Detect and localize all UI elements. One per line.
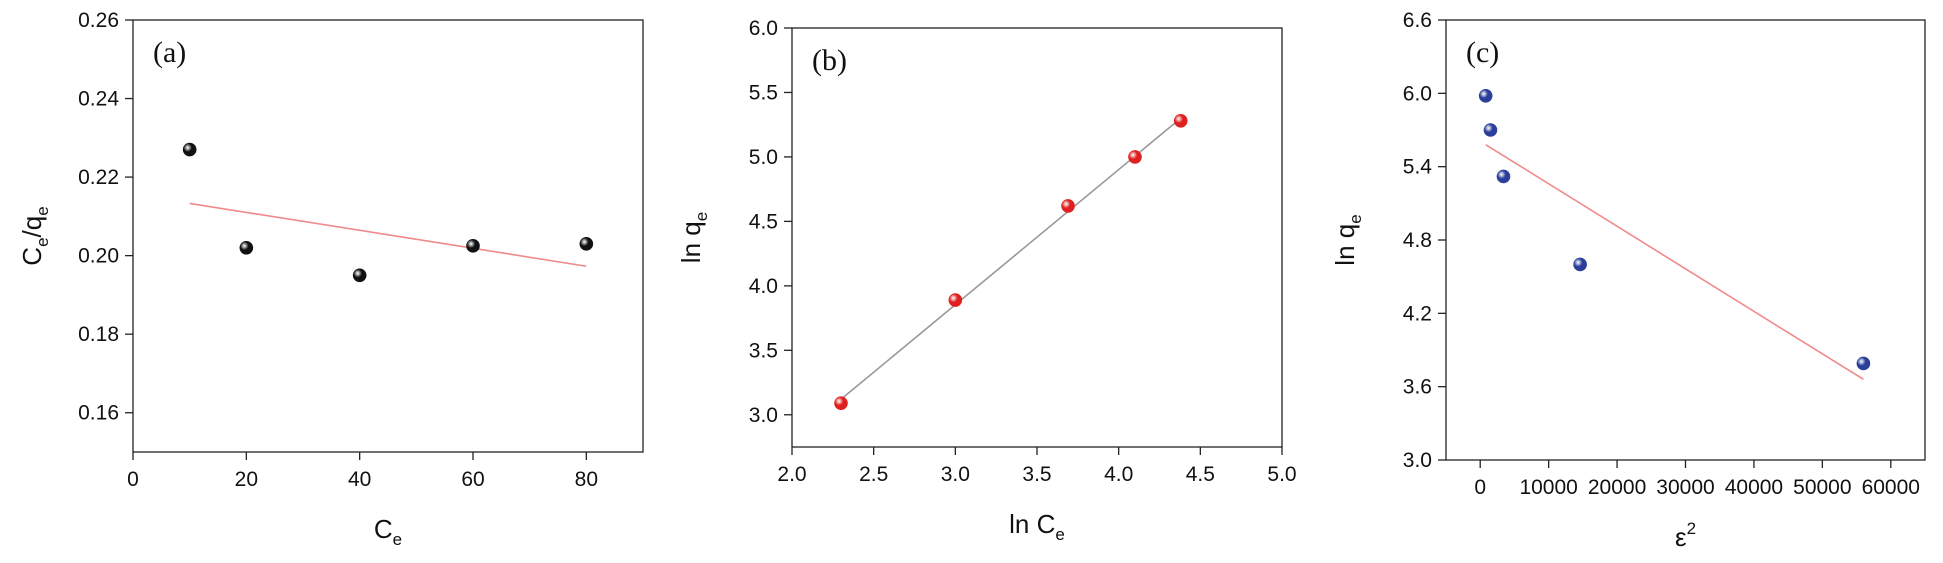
x-axis-title: ε2: [1675, 519, 1696, 552]
data-point: [948, 293, 963, 307]
x-tick-label: 2.5: [859, 463, 888, 486]
x-axis-title: ln Ce: [1009, 509, 1065, 544]
chart-panel-3: 0 10000 20000 30000 40000 50000 60000 3.0 3.6 4.2…: [1330, 9, 1926, 552]
x-axis-title: Ce: [374, 514, 402, 549]
y-tick-label: 0.20: [78, 245, 119, 268]
y-axis-title: Ce/qe: [17, 206, 52, 265]
plot-frame: [1445, 19, 1926, 461]
chart-panel-2: 2.0 2.5 3.0 3.5 4.0 4.5 5.0 3.0 3.5 4.0 4.5 5.0 5.5 6…: [676, 17, 1297, 544]
y-tick-label: 3.0: [1403, 449, 1432, 472]
x-tick-label: 0: [127, 468, 139, 491]
panel-label: (b): [812, 44, 847, 77]
x-tick-label: 5.0: [1267, 463, 1296, 486]
fit-line: [189, 202, 587, 268]
x-tick-label: 4.5: [1186, 463, 1215, 486]
y-tick-label: 0.16: [78, 402, 119, 425]
x-tick-label: 20: [235, 468, 258, 491]
data-point: [1128, 150, 1142, 164]
x-tick-label: 60000: [1862, 476, 1920, 499]
data-point: [182, 142, 197, 157]
y-tick-label: 6.0: [749, 17, 778, 40]
y-tick-label: 4.8: [1403, 229, 1432, 252]
panel-label: (c): [1466, 36, 1499, 69]
y-tick-label: 0.24: [78, 88, 119, 111]
x-tick-label: 3.0: [941, 463, 970, 486]
data-point: [1496, 169, 1511, 184]
fit-line: [1485, 143, 1864, 381]
x-tick-label: 80: [575, 468, 598, 491]
y-tick-label: 3.6: [1403, 376, 1432, 399]
x-tick-label: 10000: [1519, 476, 1577, 499]
y-tick-label: 5.0: [749, 146, 778, 169]
y-tick-label: 5.5: [749, 81, 778, 104]
y-tick-label: 6.6: [1403, 9, 1432, 32]
plot-frame: [132, 19, 644, 453]
y-tick-label: 6.0: [1403, 82, 1432, 105]
y-tick-label: 4.5: [749, 210, 778, 233]
data-point: [1856, 356, 1871, 371]
fit-line: [840, 117, 1182, 400]
x-tick-label: 40: [348, 468, 371, 491]
data-point: [1573, 257, 1587, 272]
y-tick-label: 5.4: [1403, 156, 1433, 179]
panel-label: (a): [153, 36, 186, 69]
data-point: [1061, 199, 1075, 213]
x-tick-label: 3.5: [1022, 463, 1051, 486]
x-tick-label: 2.0: [777, 463, 806, 486]
x-tick-label: 4.0: [1104, 463, 1133, 486]
x-tick-label: 50000: [1793, 476, 1851, 499]
x-tick-label: 60: [461, 468, 484, 491]
chart-panel-1: 0 20 40 60 80 0.16 0.18 0.20 0.22 0.24 0.26 (a) Ce Ce…: [17, 9, 644, 549]
data-point: [834, 396, 848, 410]
x-tick-label: 20000: [1588, 476, 1646, 499]
y-axis-title: ln qe: [1330, 214, 1365, 265]
data-point: [1478, 88, 1493, 103]
y-tick-label: 0.22: [78, 166, 119, 189]
y-tick-label: 0.26: [78, 9, 119, 32]
data-point: [466, 239, 480, 253]
y-axis-title: ln qe: [676, 212, 711, 263]
x-tick-label: 40000: [1725, 476, 1783, 499]
y-tick-label: 0.18: [78, 323, 119, 346]
y-tick-label: 3.5: [749, 339, 778, 362]
y-tick-label: 4.0: [749, 275, 778, 298]
y-tick-label: 3.0: [749, 404, 778, 427]
data-point: [1483, 123, 1498, 137]
data-point: [239, 240, 254, 255]
x-tick-label: 0: [1474, 476, 1486, 499]
data-point: [1173, 114, 1188, 128]
x-tick-label: 30000: [1656, 476, 1714, 499]
data-point: [579, 237, 594, 251]
data-point: [352, 268, 367, 283]
y-tick-label: 4.2: [1403, 302, 1432, 325]
